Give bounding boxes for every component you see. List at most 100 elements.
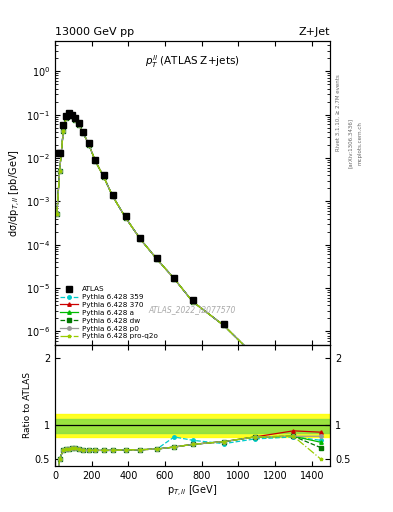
ATLAS — [93, 157, 98, 163]
Line: Pythia 6.428 pro-q2o: Pythia 6.428 pro-q2o — [55, 114, 323, 364]
Y-axis label: Ratio to ATLAS: Ratio to ATLAS — [23, 372, 32, 438]
Legend: ATLAS, Pythia 6.428 359, Pythia 6.428 370, Pythia 6.428 a, Pythia 6.428 dw, Pyth: ATLAS, Pythia 6.428 359, Pythia 6.428 37… — [59, 285, 159, 341]
Pythia 6.428 359 — [81, 130, 86, 136]
Pythia 6.428 p0 — [93, 158, 98, 164]
Pythia 6.428 p0 — [64, 115, 68, 121]
ATLAS — [64, 113, 68, 119]
Pythia 6.428 pro-q2o — [190, 298, 195, 305]
ATLAS — [221, 322, 226, 328]
Pythia 6.428 370 — [73, 117, 77, 123]
Pythia 6.428 359 — [253, 353, 257, 359]
ATLAS — [57, 150, 62, 156]
Pythia 6.428 pro-q2o — [66, 112, 71, 118]
Pythia 6.428 dw — [93, 158, 98, 164]
Pythia 6.428 a — [138, 236, 143, 242]
Pythia 6.428 a — [110, 194, 115, 200]
Pythia 6.428 p0 — [81, 130, 86, 136]
Pythia 6.428 359 — [93, 158, 98, 164]
Pythia 6.428 pro-q2o — [101, 174, 106, 180]
ATLAS — [253, 351, 257, 357]
Pythia 6.428 a — [55, 211, 59, 218]
Pythia 6.428 370 — [123, 215, 128, 221]
Y-axis label: dσ/dp$_{T,ll}$ [pb/GeV]: dσ/dp$_{T,ll}$ [pb/GeV] — [8, 149, 23, 237]
Pythia 6.428 a — [154, 256, 159, 262]
ATLAS — [291, 353, 296, 359]
Pythia 6.428 370 — [66, 112, 71, 118]
Pythia 6.428 p0 — [61, 128, 66, 134]
Pythia 6.428 370 — [190, 298, 195, 305]
ATLAS — [319, 357, 323, 363]
Pythia 6.428 359 — [221, 323, 226, 329]
Pythia 6.428 pro-q2o — [73, 117, 77, 123]
Pythia 6.428 359 — [61, 128, 66, 134]
Line: Pythia 6.428 370: Pythia 6.428 370 — [55, 114, 323, 364]
Text: Rivet 3.1.10, ≥ 2.7M events: Rivet 3.1.10, ≥ 2.7M events — [336, 74, 341, 151]
Pythia 6.428 a — [123, 215, 128, 221]
Pythia 6.428 pro-q2o — [154, 256, 159, 262]
Pythia 6.428 dw — [64, 115, 68, 121]
Pythia 6.428 dw — [101, 174, 106, 180]
Pythia 6.428 370 — [57, 168, 62, 174]
Line: Pythia 6.428 p0: Pythia 6.428 p0 — [55, 114, 323, 364]
Pythia 6.428 a — [319, 359, 323, 365]
Pythia 6.428 359 — [138, 236, 143, 242]
Text: [arXiv:1306.3436]: [arXiv:1306.3436] — [348, 118, 353, 168]
Pythia 6.428 370 — [61, 128, 66, 134]
Pythia 6.428 a — [93, 158, 98, 164]
Line: Pythia 6.428 359: Pythia 6.428 359 — [55, 113, 323, 364]
Pythia 6.428 359 — [291, 354, 296, 360]
Pythia 6.428 dw — [319, 359, 323, 365]
Line: Pythia 6.428 a: Pythia 6.428 a — [55, 114, 323, 364]
ATLAS — [55, 150, 59, 156]
Pythia 6.428 370 — [253, 353, 257, 359]
Pythia 6.428 dw — [190, 298, 195, 305]
Pythia 6.428 dw — [138, 236, 143, 242]
Pythia 6.428 370 — [154, 256, 159, 262]
Pythia 6.428 359 — [57, 168, 62, 174]
ATLAS — [73, 115, 77, 121]
Pythia 6.428 p0 — [123, 215, 128, 221]
Pythia 6.428 a — [73, 117, 77, 123]
Pythia 6.428 pro-q2o — [93, 158, 98, 164]
Pythia 6.428 dw — [221, 323, 226, 329]
Pythia 6.428 359 — [66, 112, 71, 118]
Pythia 6.428 p0 — [291, 354, 296, 360]
Pythia 6.428 dw — [154, 256, 159, 262]
Pythia 6.428 a — [101, 174, 106, 180]
ATLAS — [86, 140, 91, 146]
Pythia 6.428 dw — [291, 354, 296, 360]
Pythia 6.428 p0 — [110, 194, 115, 200]
Pythia 6.428 a — [69, 113, 74, 119]
Pythia 6.428 p0 — [101, 174, 106, 180]
Pythia 6.428 a — [253, 353, 257, 359]
Pythia 6.428 359 — [123, 215, 128, 221]
Pythia 6.428 359 — [172, 275, 176, 282]
Pythia 6.428 p0 — [253, 353, 257, 359]
Pythia 6.428 pro-q2o — [81, 130, 86, 136]
Pythia 6.428 370 — [138, 236, 143, 242]
Text: 13000 GeV pp: 13000 GeV pp — [55, 28, 134, 37]
Pythia 6.428 pro-q2o — [61, 128, 66, 134]
Pythia 6.428 pro-q2o — [86, 142, 91, 148]
Pythia 6.428 a — [57, 168, 62, 174]
Pythia 6.428 370 — [291, 354, 296, 360]
Pythia 6.428 dw — [86, 142, 91, 148]
Pythia 6.428 a — [86, 142, 91, 148]
Pythia 6.428 359 — [190, 298, 195, 305]
ATLAS — [66, 110, 71, 116]
Pythia 6.428 370 — [221, 323, 226, 329]
Pythia 6.428 p0 — [57, 168, 62, 174]
Pythia 6.428 pro-q2o — [319, 359, 323, 365]
Pythia 6.428 p0 — [66, 112, 71, 118]
Pythia 6.428 a — [190, 298, 195, 305]
Pythia 6.428 a — [221, 323, 226, 329]
Pythia 6.428 359 — [55, 211, 59, 218]
Pythia 6.428 359 — [69, 113, 74, 119]
ATLAS — [190, 297, 195, 304]
Pythia 6.428 dw — [73, 117, 77, 123]
Pythia 6.428 p0 — [154, 256, 159, 262]
ATLAS — [101, 172, 106, 178]
Pythia 6.428 a — [61, 128, 66, 134]
Pythia 6.428 359 — [73, 117, 77, 123]
ATLAS — [172, 274, 176, 281]
